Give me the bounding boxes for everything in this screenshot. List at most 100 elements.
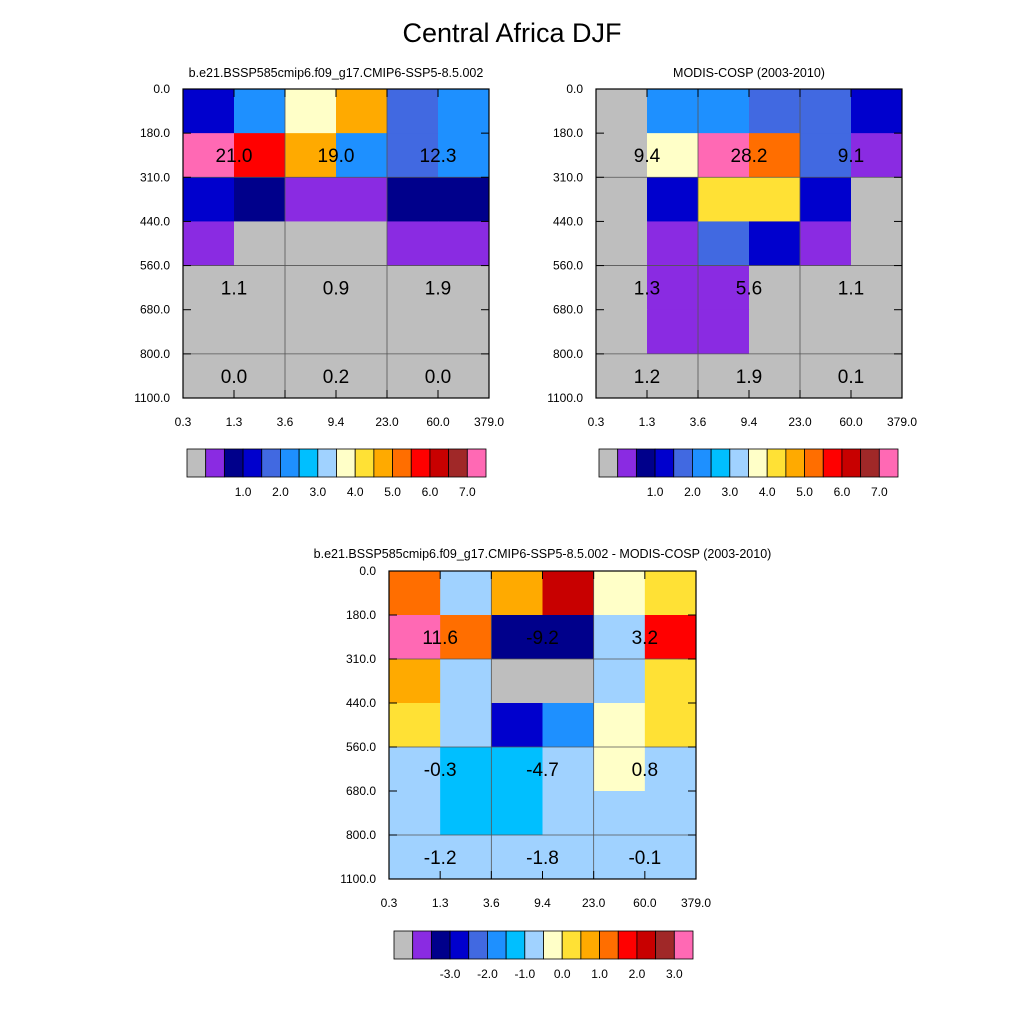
data-label: 0.0 <box>221 367 247 388</box>
heatmap-cell <box>542 571 595 616</box>
colorbar-swatch <box>654 448 675 478</box>
y-tick-label: 680.0 <box>346 784 376 798</box>
colorbar-label: 2.0 <box>272 485 289 499</box>
x-tick-label: 1.3 <box>639 415 656 429</box>
heatmap-cell <box>234 89 286 134</box>
data-label: 1.9 <box>736 367 762 388</box>
colorbar: 1.0 2.0 3.0 4.0 5.0 6.0 7.0 <box>598 448 899 499</box>
colorbar-label: 2.0 <box>684 485 701 499</box>
y-tick-label: 310.0 <box>553 170 583 184</box>
colorbar-label: 6.0 <box>422 485 439 499</box>
colorbar-swatch <box>822 448 843 478</box>
data-label: 21.0 <box>216 146 253 167</box>
colorbar-swatch <box>393 930 414 960</box>
y-tick-label: 1100.0 <box>134 391 170 405</box>
x-tick-label: 23.0 <box>582 896 606 910</box>
colorbar-label: 5.0 <box>384 485 401 499</box>
data-label: 0.0 <box>425 367 451 388</box>
heatmap-cell <box>387 133 439 178</box>
x-tick-label: 60.0 <box>633 896 657 910</box>
x-tick-label: 3.6 <box>277 415 294 429</box>
heatmap-cell <box>491 747 543 792</box>
heatmap-cell <box>749 353 801 399</box>
heatmap-cell <box>389 659 441 704</box>
heatmap-cell <box>234 309 286 355</box>
colorbar-label: 6.0 <box>834 485 851 499</box>
heatmap-cell <box>593 703 646 748</box>
colorbar-label: 3.0 <box>721 485 738 499</box>
heatmap-cell <box>596 177 648 222</box>
heatmap-cell <box>644 791 697 836</box>
data-label: -0.3 <box>424 760 457 781</box>
heatmap-cell <box>593 747 646 792</box>
heatmap-cell <box>387 309 439 355</box>
heatmap-cell <box>491 791 543 836</box>
colorbar-swatch <box>785 448 805 478</box>
heatmap-cell <box>438 353 490 399</box>
heatmap-cell <box>542 615 595 660</box>
data-label: 9.4 <box>634 146 661 167</box>
colorbar-label: 7.0 <box>459 485 476 499</box>
colorbar-label: 4.0 <box>759 485 776 499</box>
heatmap-cell <box>698 89 750 134</box>
heatmap-cell <box>389 747 441 792</box>
heatmap-cell <box>387 353 439 399</box>
y-tick-label: 440.0 <box>553 214 583 228</box>
heatmap-cell <box>285 309 337 355</box>
heatmap-cell <box>183 265 235 311</box>
colorbar-label: 3.0 <box>309 485 326 499</box>
heatmap-cell <box>644 615 697 660</box>
colorbar-swatch <box>524 930 544 960</box>
heatmap-cell <box>800 265 852 311</box>
y-tick-label: 310.0 <box>346 652 376 666</box>
heatmap-cell <box>851 265 903 311</box>
heatmap-cell <box>644 659 697 704</box>
y-tick-label: 310.0 <box>140 170 170 184</box>
heatmap-cell <box>336 177 388 222</box>
heatmap-cell <box>336 265 388 311</box>
colorbar-swatch <box>205 448 225 478</box>
y-tick-label: 560.0 <box>553 259 583 273</box>
colorbar-swatch <box>298 448 319 478</box>
heatmap-cell <box>234 353 286 399</box>
heatmap-cell <box>647 89 699 134</box>
heatmap-cell <box>491 703 543 748</box>
heatmap-cell <box>336 133 388 178</box>
heatmap-cell <box>647 177 699 222</box>
heatmap-cell <box>438 221 490 267</box>
colorbar-swatch <box>599 930 619 960</box>
y-tick-label: 440.0 <box>140 214 170 228</box>
heatmap-cell <box>596 309 648 355</box>
heatmap-cell <box>644 571 697 616</box>
heatmap-cell <box>851 309 903 355</box>
heatmap-cell <box>183 133 235 178</box>
heatmap-cell <box>183 89 235 134</box>
colorbar-swatch <box>673 930 694 960</box>
heatmap-cell <box>183 353 235 399</box>
y-tick-label: 0.0 <box>359 564 376 578</box>
heatmap-cell <box>698 353 750 399</box>
heatmap-cell <box>800 221 852 267</box>
colorbar-swatch <box>748 448 768 478</box>
y-tick-label: 680.0 <box>553 303 583 317</box>
heatmap-cell <box>285 133 337 178</box>
x-tick-label: 379.0 <box>887 415 917 429</box>
heatmap-cell <box>647 133 699 178</box>
data-label: 1.2 <box>634 367 660 388</box>
heatmap-cell <box>596 353 648 399</box>
colorbar-swatch <box>635 448 656 478</box>
heatmap-cell <box>183 309 235 355</box>
heatmap-cell <box>593 791 646 836</box>
y-tick-label: 680.0 <box>140 303 170 317</box>
heatmap-cell <box>336 89 388 134</box>
colorbar-label: 0.0 <box>554 967 571 981</box>
x-tick-label: 0.3 <box>588 415 605 429</box>
colorbar-swatch <box>580 930 600 960</box>
colorbar-swatch <box>617 448 637 478</box>
data-label: -9.2 <box>526 628 559 649</box>
heatmap-cell <box>438 89 490 134</box>
y-tick-label: 440.0 <box>346 696 376 710</box>
heatmap-cell <box>285 177 337 222</box>
heatmap-cell <box>389 615 441 660</box>
